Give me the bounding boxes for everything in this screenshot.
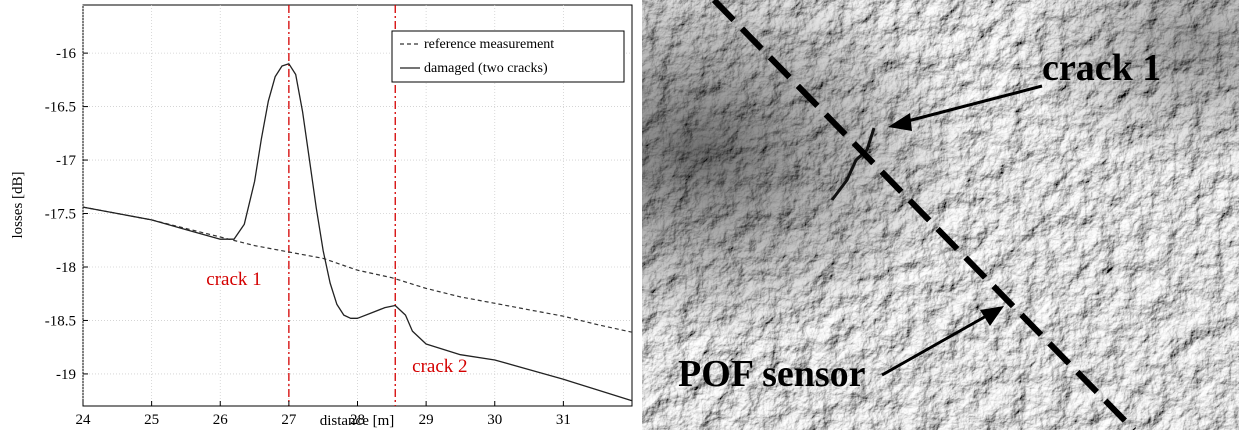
- x-tick-label: 25: [144, 412, 159, 428]
- x-tick-label: 28: [350, 412, 365, 428]
- sensor-label: POF sensor: [678, 353, 866, 395]
- sensor-dashed-line: [711, 0, 1137, 430]
- crack-line: [830, 127, 876, 201]
- sensor-arrow-line: [881, 313, 989, 377]
- crack1-arrow-line: [903, 84, 1043, 124]
- y-tick-label: -18: [56, 260, 76, 276]
- series-line: [82, 206, 633, 333]
- tick-labels: 24 25 26 27 28 29 30 31 -19 -18.5 -18 -17.5 -17 -16.5…: [45, 46, 571, 428]
- crack-annotation: crack 2: [412, 356, 467, 377]
- legend-entry-reference: reference measurement: [424, 37, 554, 52]
- x-axis-label: distance [m]: [320, 413, 395, 429]
- y-tick-label: -17: [56, 153, 76, 169]
- y-axis-label: losses [dB]: [10, 171, 26, 238]
- legend-box: [391, 30, 625, 83]
- fracture-photo: crack 1 POF sensor: [642, 0, 1239, 430]
- x-tick-label: 24: [76, 412, 92, 428]
- x-tick-label: 27: [281, 412, 297, 428]
- crack1-arrowhead: [888, 113, 912, 131]
- x-tick-label: 29: [419, 412, 434, 428]
- series-lines: [82, 63, 633, 402]
- sensor-arrowhead: [980, 306, 1004, 326]
- x-tick-label: 30: [487, 412, 502, 428]
- crack-annotation: crack 1: [206, 269, 261, 290]
- y-tick-label: -16.5: [45, 100, 76, 116]
- y-tick-label: -19: [56, 367, 76, 383]
- x-tick-label: 26: [213, 412, 229, 428]
- series-line: [82, 63, 633, 402]
- annotations: crack 1 crack 2: [206, 269, 467, 377]
- y-tick-label: -16: [56, 46, 76, 62]
- line-chart: 24 25 26 27 28 29 30 31 -19 -18.5 -18 -17.5 -17 -16.5…: [10, 4, 633, 429]
- legend: reference measurement damaged (two crack…: [391, 30, 625, 83]
- y-tick-label: -18.5: [45, 313, 76, 329]
- crack1-label: crack 1: [1042, 47, 1161, 89]
- y-tick-label: -17.5: [45, 207, 76, 223]
- photo-shadow-right: [642, 0, 1239, 430]
- x-tick-label: 31: [556, 412, 571, 428]
- legend-entry-damaged: damaged (two cracks): [424, 61, 548, 76]
